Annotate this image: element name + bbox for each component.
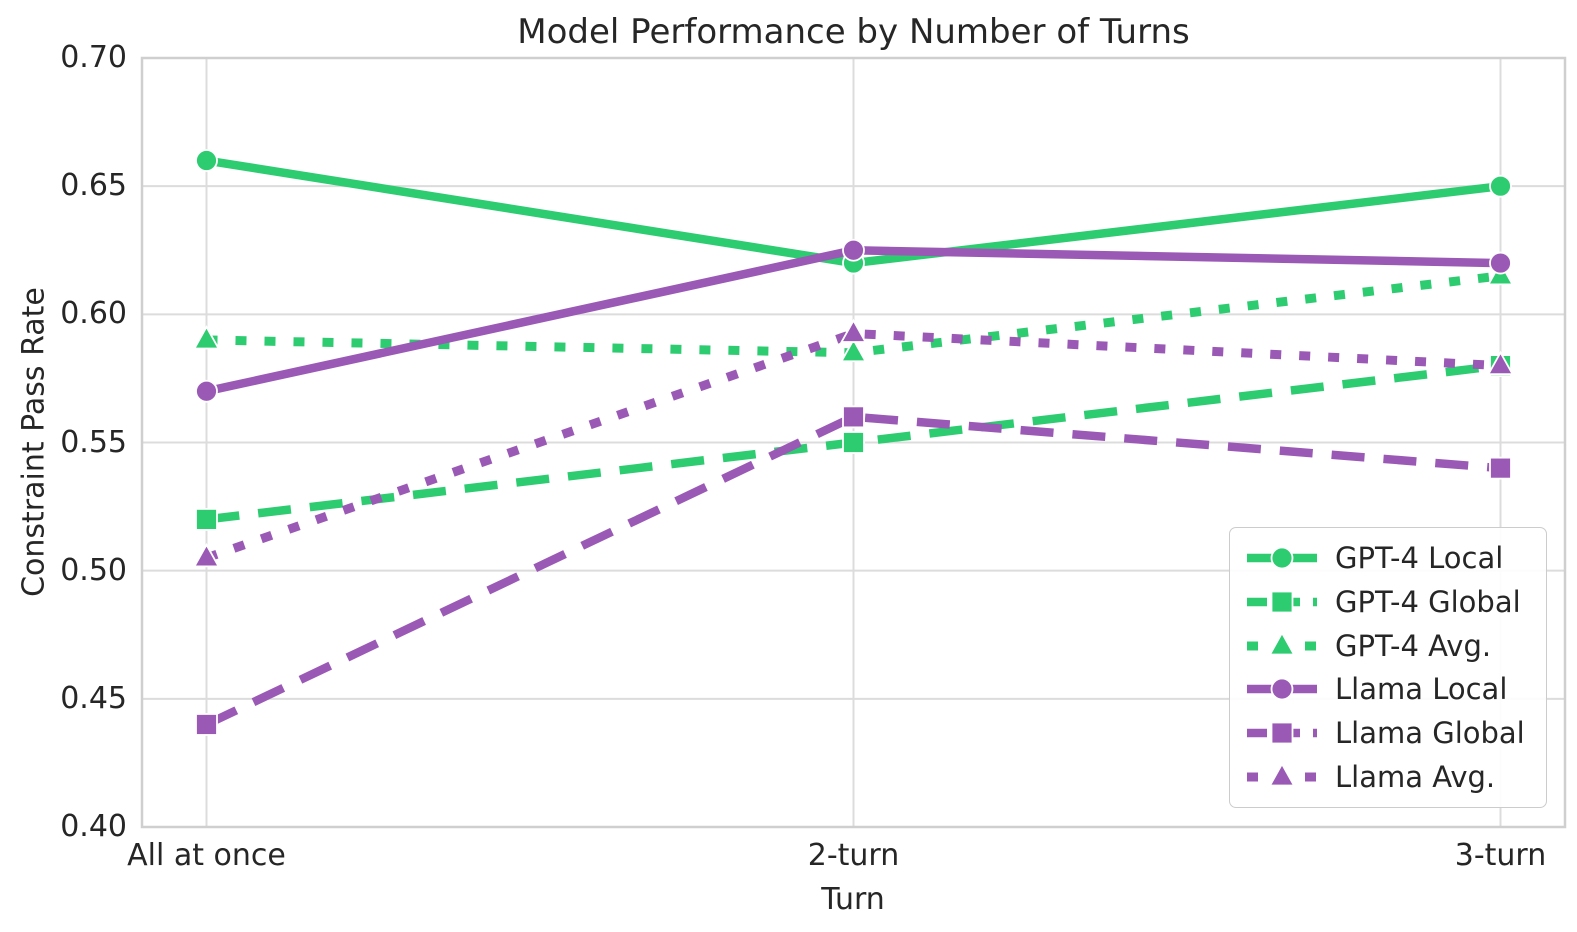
legend-item-gpt-4-avg: GPT-4 Avg. [1244, 629, 1546, 663]
x-tick-2-turn: 2-turn [807, 838, 900, 873]
legend-label-llama-local: Llama Local [1335, 672, 1508, 707]
llama-global-point-1 [842, 405, 865, 429]
llama-local-point-2 [1489, 251, 1512, 275]
chart-title: Model Performance by Number of Turns [517, 12, 1190, 52]
legend-label-gpt-4-local: GPT-4 Local [1335, 540, 1504, 575]
series-llama-avg [192, 318, 1515, 568]
legend-item-gpt-4-local: GPT-4 Local [1244, 541, 1546, 575]
x-tick-3-turn: 3-turn [1454, 838, 1547, 873]
legend-marker-gpt-4-avg [1268, 630, 1296, 655]
legend-item-llama-global: Llama Global [1244, 716, 1546, 750]
y-tick-0.40: 0.40 [60, 809, 127, 844]
legend-label-llama-global: Llama Global [1335, 716, 1525, 751]
legend-sample-llama-global [1247, 721, 1317, 745]
llama-avg-point-1 [839, 318, 868, 343]
llama-avg-point-0 [192, 543, 221, 568]
legend-item-llama-avg: Llama Avg. [1244, 760, 1546, 794]
x-axis-label: Turn [821, 882, 885, 917]
legend-marker-gpt-4-local [1270, 546, 1294, 570]
y-tick-0.55: 0.55 [60, 424, 127, 460]
legend-marker-gpt-4-global [1270, 590, 1294, 614]
legend-item-gpt-4-global: GPT-4 Global [1244, 585, 1546, 619]
legend: GPT-4 Local GPT-4 Global GPT-4 Avg. Llama L… [1229, 527, 1547, 808]
x-tick-all-at-once: All at once [127, 838, 286, 873]
y-tick-0.65: 0.65 [60, 168, 127, 204]
llama-avg-point-2 [1486, 350, 1515, 375]
legend-sample-llama-avg [1247, 762, 1317, 787]
legend-marker-llama-global [1270, 721, 1294, 745]
y-tick-0.45: 0.45 [60, 680, 127, 716]
gpt-4-avg-point-1 [839, 337, 868, 363]
llama-global-point-2 [1489, 456, 1512, 480]
gpt-4-avg-point-0 [192, 325, 221, 350]
legend-label-gpt-4-global: GPT-4 Global [1335, 584, 1521, 619]
legend-marker-llama-avg [1268, 762, 1296, 787]
legend-sample-gpt-4-avg [1247, 630, 1317, 655]
legend-marker-llama-local [1270, 677, 1294, 701]
y-tick-0.70: 0.70 [60, 40, 127, 75]
plot-border [140, 56, 1567, 829]
series-llama-global [195, 405, 1512, 736]
llama-local-point-1 [842, 238, 865, 262]
legend-sample-gpt-4-global [1247, 590, 1317, 614]
legend-label-gpt-4-avg: GPT-4 Avg. [1335, 628, 1492, 663]
gpt-4-local-point-2 [1489, 174, 1512, 198]
legend-sample-llama-local [1247, 677, 1317, 701]
y-tick-0.50: 0.50 [60, 552, 127, 588]
legend-sample-gpt-4-local [1247, 546, 1317, 570]
series-llama-local [195, 238, 1512, 403]
series-gpt-4-local [195, 149, 1512, 275]
legend-label-llama-avg: Llama Avg. [1335, 760, 1496, 795]
gpt-4-local-point-0 [195, 149, 218, 172]
gpt-4-global-point-1 [842, 431, 865, 454]
y-tick-0.60: 0.60 [60, 296, 127, 332]
llama-local-point-0 [195, 379, 218, 403]
series-line-llama-global [204, 412, 1501, 729]
gpt-4-global-point-0 [195, 507, 218, 531]
legend-item-llama-local: Llama Local [1244, 672, 1546, 706]
llama-global-point-0 [195, 713, 218, 736]
